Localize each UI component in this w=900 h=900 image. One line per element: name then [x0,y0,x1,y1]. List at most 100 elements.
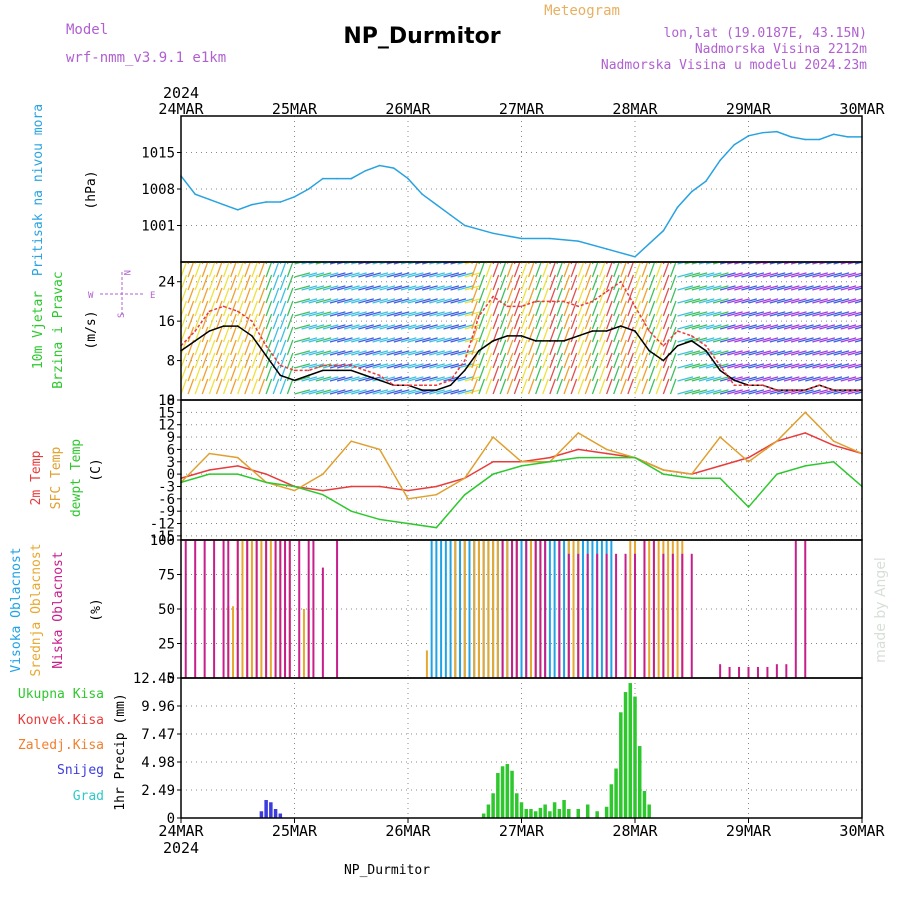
wind-barb [698,298,715,304]
bar-niska-oblacnost [586,553,589,678]
wind-barb [506,352,514,369]
wind-barb [833,363,850,369]
wind-barb [386,262,397,265]
wind-barb [634,339,642,356]
wind-barb [591,274,599,291]
wind-barb [727,272,743,278]
wind-barb [230,378,237,395]
wind-barb [776,311,793,317]
wind-barb [719,324,736,330]
wind-barb [741,324,758,330]
wind-barb [272,287,280,304]
wind-barb [358,337,374,343]
data-point-gust [307,369,310,372]
wind-barb [691,350,708,356]
wind-barb [627,352,634,369]
wind-barb [847,298,862,304]
bar-niska-oblacnost [785,664,788,678]
time-label-bottom: 25MAR [272,822,318,840]
data-point-speed [563,340,565,342]
wind-barb [691,389,708,395]
wind-barb [414,262,426,265]
wind-barb [478,274,486,291]
wind-barb [457,311,474,317]
bar-ukupna-kisa [548,811,552,818]
wind-barb [840,350,857,356]
wind-barb [563,365,571,382]
wind-barb [400,324,417,330]
data-point-sfc-temp [435,493,438,496]
data-point-pressure [818,138,821,141]
bar-srednja-oblacnost [487,540,490,678]
data-point-dewpt-temp [832,460,835,463]
wind-barb [819,337,836,343]
bar-srednja-oblacnost [232,606,235,678]
data-point-gust [747,384,750,387]
wind-barb [336,311,353,317]
wind-barb [272,262,280,278]
data-point-speed [591,330,594,332]
wind-barb [769,324,786,330]
wind-barb [741,363,758,369]
bar-snijeg [259,811,264,818]
wind-barb [181,262,188,278]
wind-barb [634,365,642,382]
wind-barb [783,324,800,330]
wind-barb [755,363,772,369]
wind-barb [805,298,821,304]
data-point-gust [847,389,849,391]
wind-barb [407,272,424,278]
bar-srednja-oblacnost [482,540,485,678]
wind-barb [315,272,332,278]
wind-barb [805,389,821,395]
wind-barb [251,262,259,278]
low-cloud-label: Niska Oblacnost [51,551,66,668]
wind-barb [414,324,431,330]
wind-barb [343,337,360,343]
wind-barb [705,262,716,265]
wind-barb [542,262,549,278]
wind-barb [379,337,396,343]
bar-niska-oblacnost [747,666,750,678]
wind-barb [727,376,743,382]
wind-barb [230,287,237,304]
wind-barb [854,313,862,317]
meteogram-label: Meteogram [544,3,620,19]
wind-barb [208,339,216,356]
wind-barb [513,300,521,317]
wind-barb [669,326,677,343]
wind-barb [591,352,599,369]
wind-barb [443,311,460,317]
data-point-gust [393,384,395,387]
wind-barb [294,363,311,369]
legend-hail: Grad [73,789,104,804]
wind-barb [301,350,318,356]
bar-ukupna-kisa [585,804,590,818]
wind-barb [265,313,273,330]
wind-barb [513,262,521,278]
bar-niska-oblacnost [766,666,769,678]
bar-ukupna-kisa [567,809,571,818]
wind-barb [436,272,452,278]
wind-barb [372,324,389,330]
wind-barb [805,285,821,291]
wind-barb [535,300,542,317]
data-point-speed [350,369,353,372]
time-label-bottom: 26MAR [385,822,431,840]
wind-barb [776,363,793,369]
wind-barb [471,262,478,278]
wind-barb [861,354,862,355]
data-point-gust [676,330,679,332]
wind-barb [705,389,722,395]
wind-barb [194,300,202,317]
bar-ukupna-kisa [628,683,633,818]
wind-barb [755,324,772,330]
data-point-dewpt-temp [690,477,693,480]
wind-compass: W E N S [88,270,155,318]
wind-barb [797,376,814,382]
wind-barb [769,298,786,304]
wind-barb [741,376,758,382]
wind-barb [492,313,500,330]
wind-barb [194,274,202,291]
wind-barb [201,378,209,395]
